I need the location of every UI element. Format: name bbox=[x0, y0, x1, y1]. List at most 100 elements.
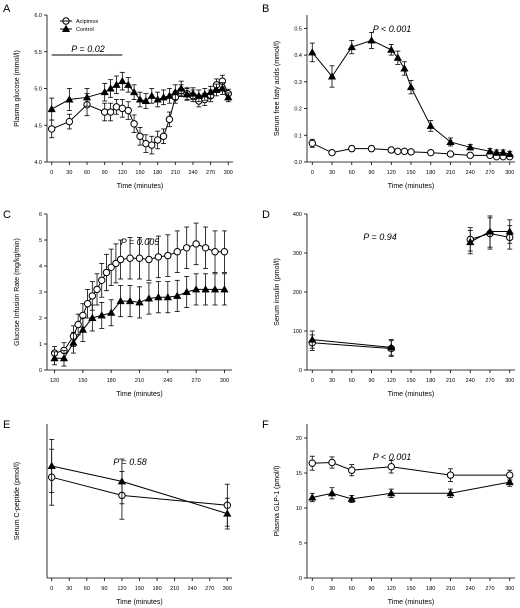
data-point bbox=[173, 291, 182, 299]
data-point bbox=[78, 325, 87, 333]
data-point bbox=[212, 85, 221, 93]
data-point bbox=[182, 90, 192, 98]
x-tick-label: 180 bbox=[153, 170, 162, 176]
x-tick-label: 240 bbox=[466, 586, 475, 592]
y-tick-label: 100 bbox=[293, 329, 302, 335]
data-point bbox=[182, 244, 191, 252]
x-axis-label: Time (minutes) bbox=[116, 391, 162, 398]
data-point bbox=[48, 125, 56, 133]
data-point bbox=[492, 148, 501, 156]
x-tick-label: 150 bbox=[406, 586, 415, 592]
x-tick-label: 60 bbox=[84, 586, 90, 592]
x-tick-label: 240 bbox=[188, 170, 197, 176]
data-point bbox=[142, 139, 150, 148]
data-point bbox=[125, 296, 135, 305]
x-tick-label: 180 bbox=[107, 378, 116, 384]
data-point bbox=[100, 87, 109, 96]
data-point bbox=[328, 148, 336, 157]
x-tick-label: 90 bbox=[101, 586, 107, 592]
panel-label: B bbox=[262, 3, 269, 15]
data-point bbox=[206, 87, 215, 96]
data-point bbox=[165, 91, 174, 99]
data-point bbox=[116, 255, 125, 264]
y-tick-label: 0.2 bbox=[294, 107, 302, 113]
y-tick-label: 5 bbox=[39, 238, 42, 244]
data-point bbox=[97, 311, 106, 319]
data-point bbox=[426, 121, 435, 129]
data-point bbox=[88, 313, 97, 322]
panel-c: C 120 150 180 210 240 270 300 0 1 2 3 4 5 6 Time (minut… bbox=[3, 209, 232, 398]
data-point bbox=[88, 292, 97, 300]
data-point bbox=[387, 146, 395, 154]
data-point bbox=[164, 251, 172, 260]
y-tick-label: 0 bbox=[39, 368, 42, 374]
data-point bbox=[446, 489, 455, 497]
data-point bbox=[328, 458, 336, 467]
data-point bbox=[194, 91, 203, 99]
data-point bbox=[124, 106, 132, 115]
data-point bbox=[211, 248, 219, 256]
x-tick-label: 300 bbox=[505, 586, 514, 592]
x-tick-label: 30 bbox=[329, 586, 335, 592]
x-tick-label: 240 bbox=[188, 586, 197, 592]
x-tick-label: 60 bbox=[349, 586, 355, 592]
data-point bbox=[220, 248, 229, 256]
y-axis-label: Serum free fatty acids (mmol/l) bbox=[274, 41, 281, 136]
data-point bbox=[107, 308, 116, 316]
x-axis-label: Time (minutes) bbox=[388, 599, 434, 606]
data-point bbox=[171, 87, 180, 96]
data-point bbox=[446, 471, 455, 479]
data-point bbox=[59, 354, 69, 362]
panel-label: D bbox=[262, 209, 270, 221]
data-point bbox=[74, 320, 82, 329]
data-point bbox=[50, 354, 59, 362]
data-point bbox=[126, 254, 134, 262]
series-control bbox=[308, 215, 514, 356]
data-point bbox=[308, 139, 316, 147]
series-line bbox=[311, 39, 510, 155]
y-tick-label: 5.0 bbox=[34, 87, 42, 93]
y-tick-label: 0.3 bbox=[294, 80, 302, 86]
data-point bbox=[499, 148, 508, 156]
x-tick-label: 210 bbox=[135, 378, 144, 384]
data-point bbox=[106, 108, 115, 116]
data-point bbox=[218, 84, 227, 92]
y-tick-label: 5.5 bbox=[34, 50, 42, 56]
data-point bbox=[106, 84, 115, 92]
data-point bbox=[154, 292, 163, 301]
x-tick-label: 90 bbox=[368, 378, 374, 384]
data-point bbox=[124, 80, 133, 88]
y-tick-label: 0.0 bbox=[294, 160, 302, 166]
data-point bbox=[173, 248, 181, 256]
data-point bbox=[159, 93, 168, 101]
data-point bbox=[107, 263, 115, 271]
data-point bbox=[308, 493, 317, 501]
x-axis-label: Time (minutes) bbox=[388, 183, 434, 190]
x-tick-label: 30 bbox=[66, 586, 72, 592]
data-point bbox=[407, 148, 415, 156]
data-point bbox=[347, 494, 356, 502]
data-point bbox=[505, 149, 514, 157]
panel-label: A bbox=[3, 3, 11, 15]
data-point bbox=[224, 93, 233, 101]
data-point bbox=[177, 84, 186, 92]
data-point bbox=[466, 237, 475, 246]
x-tick-label: 30 bbox=[66, 170, 72, 176]
y-tick-label: 1 bbox=[39, 342, 42, 348]
x-tick-label: 180 bbox=[426, 586, 435, 592]
x-tick-label: 210 bbox=[446, 586, 455, 592]
data-point bbox=[394, 147, 402, 156]
data-point bbox=[446, 137, 455, 145]
y-tick-label: 0 bbox=[299, 576, 302, 582]
data-point bbox=[118, 76, 127, 85]
data-point bbox=[163, 292, 172, 301]
p-value-annotation: P < 0.001 bbox=[373, 24, 411, 34]
x-tick-label: 270 bbox=[485, 586, 494, 592]
panel-label: E bbox=[3, 419, 10, 431]
data-point bbox=[308, 48, 317, 56]
y-tick-label: 4 bbox=[39, 264, 42, 270]
y-axis-label: Plasma GLP-1 (pmol/l) bbox=[274, 466, 281, 537]
x-tick-label: 300 bbox=[223, 586, 232, 592]
legend: Acipimox Control bbox=[60, 17, 99, 33]
x-tick-label: 150 bbox=[406, 170, 415, 176]
